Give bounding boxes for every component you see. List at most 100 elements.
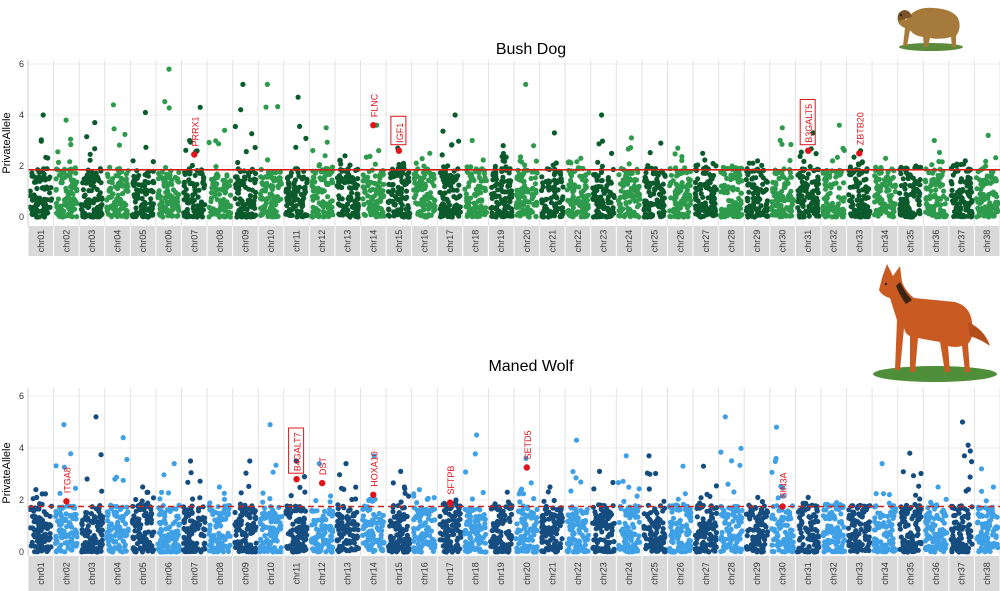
data-point [872,199,878,205]
data-point [650,212,656,218]
data-point [907,209,913,215]
data-point [150,495,157,501]
data-point [403,196,409,202]
chromosome-label: chr37 [957,230,967,253]
data-point [151,529,157,535]
data-point [47,174,53,180]
data-point [240,201,246,208]
data-point [329,177,335,183]
chromosome-label: chr05 [138,230,148,253]
data-point [158,174,164,180]
data-point [372,173,378,179]
data-point [313,212,319,218]
data-point [394,196,400,202]
data-point [92,146,98,152]
data-point [403,188,410,194]
peak-point [931,137,937,144]
data-point [695,162,701,168]
maned-wolf-illustration [873,264,997,382]
data-point [159,489,165,495]
data-point [764,213,770,219]
data-point [347,162,353,168]
data-point [184,198,190,204]
data-point [646,189,652,195]
data-point [367,153,373,159]
data-point [70,203,76,209]
data-point [376,179,382,185]
chromosome-label: chr24 [624,230,634,253]
data-point [445,199,451,205]
data-point [426,212,432,218]
data-point [53,463,59,469]
data-point [374,210,380,216]
data-point [425,196,431,202]
data-point [834,210,840,216]
data-point [220,213,226,219]
data-point [72,485,79,491]
data-point [137,537,143,543]
data-point [815,212,821,218]
data-point [568,177,574,183]
data-point [400,170,406,176]
data-point [539,187,545,194]
data-point [258,174,264,180]
peak-point [675,145,681,151]
data-point [141,512,147,518]
data-point [176,522,182,528]
data-point [87,157,93,163]
data-point [726,210,732,217]
data-point [835,201,842,207]
data-point [469,213,475,219]
data-point [87,151,93,157]
data-point [361,201,367,208]
data-point [707,211,713,217]
data-point [421,163,427,169]
data-point [242,184,249,190]
data-point [551,213,558,219]
data-point [805,209,811,216]
data-point [291,186,297,192]
data-point [90,200,96,206]
data-point [157,511,163,517]
data-point [444,174,451,180]
data-point [355,176,361,182]
chart1-ylabel: PrivateAllele [1,112,13,173]
data-point [293,144,299,150]
data-point [115,545,121,551]
data-point [120,477,126,483]
data-point [827,190,833,196]
data-point [267,496,273,502]
data-point [504,189,511,195]
data-point [928,182,934,189]
data-point [325,194,331,200]
data-point [220,549,226,555]
data-point [849,212,855,218]
data-point [123,212,129,218]
data-point [805,182,811,188]
data-point [96,508,102,514]
data-point [560,184,566,190]
data-point [773,197,779,203]
data-point [701,213,707,219]
data-point [978,186,984,193]
data-point [243,214,249,220]
data-point [289,207,295,213]
data-point [355,191,361,197]
data-point [355,201,361,207]
data-point [185,210,191,216]
data-point [190,192,196,198]
data-point [339,177,346,183]
data-point [303,536,309,542]
data-point [764,208,770,214]
data-point [163,165,169,171]
chromosome-label: chr16 [420,230,430,253]
data-point [583,177,589,184]
data-point [198,208,204,214]
data-point [324,139,330,145]
data-point [865,204,871,210]
data-point [758,203,764,209]
data-point [286,513,292,520]
highlight-point [805,147,812,154]
data-point [323,517,329,523]
